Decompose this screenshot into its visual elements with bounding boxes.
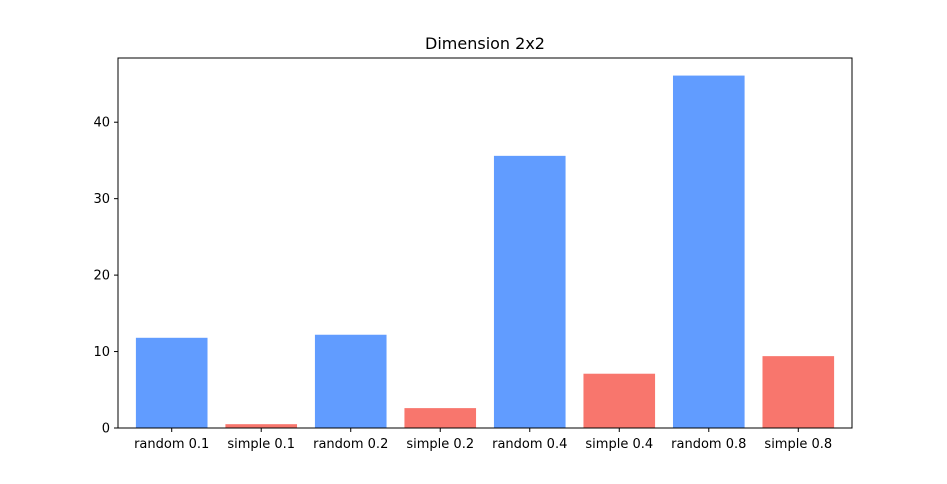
y-tick-label: 10 [93, 345, 110, 360]
bars-layer [135, 75, 835, 428]
x-axis: random 0.1 simple 0.1 random 0.2 simple 0.2… [134, 428, 832, 452]
x-tick-label: simple 0.2 [406, 437, 474, 452]
chart-title: Dimension 2x2 [425, 34, 545, 53]
bar-random-0-8 [672, 75, 745, 428]
x-tick-label: random 0.4 [492, 437, 567, 452]
x-tick-label: random 0.1 [134, 437, 209, 452]
x-tick-label: random 0.2 [313, 437, 388, 452]
bar-random-0-2 [314, 334, 387, 428]
bar-simple-0-2 [404, 408, 477, 428]
x-tick-label: simple 0.1 [227, 437, 295, 452]
x-tick-label: random 0.8 [671, 437, 746, 452]
y-tick-label: 0 [102, 422, 110, 437]
y-tick-label: 30 [93, 192, 110, 207]
bar-simple-0-4 [583, 373, 656, 428]
plot-frame [117, 57, 853, 429]
y-axis: 0 10 20 30 40 [93, 116, 118, 437]
y-tick-label: 20 [93, 269, 110, 284]
x-tick-label: simple 0.4 [585, 437, 653, 452]
x-tick-label: simple 0.8 [764, 437, 832, 452]
bar-simple-0-8 [762, 356, 835, 428]
bar-simple-0-1 [225, 424, 298, 428]
y-tick-label: 40 [93, 116, 110, 131]
bar-random-0-4 [493, 155, 566, 428]
bar-random-0-1 [135, 337, 208, 428]
